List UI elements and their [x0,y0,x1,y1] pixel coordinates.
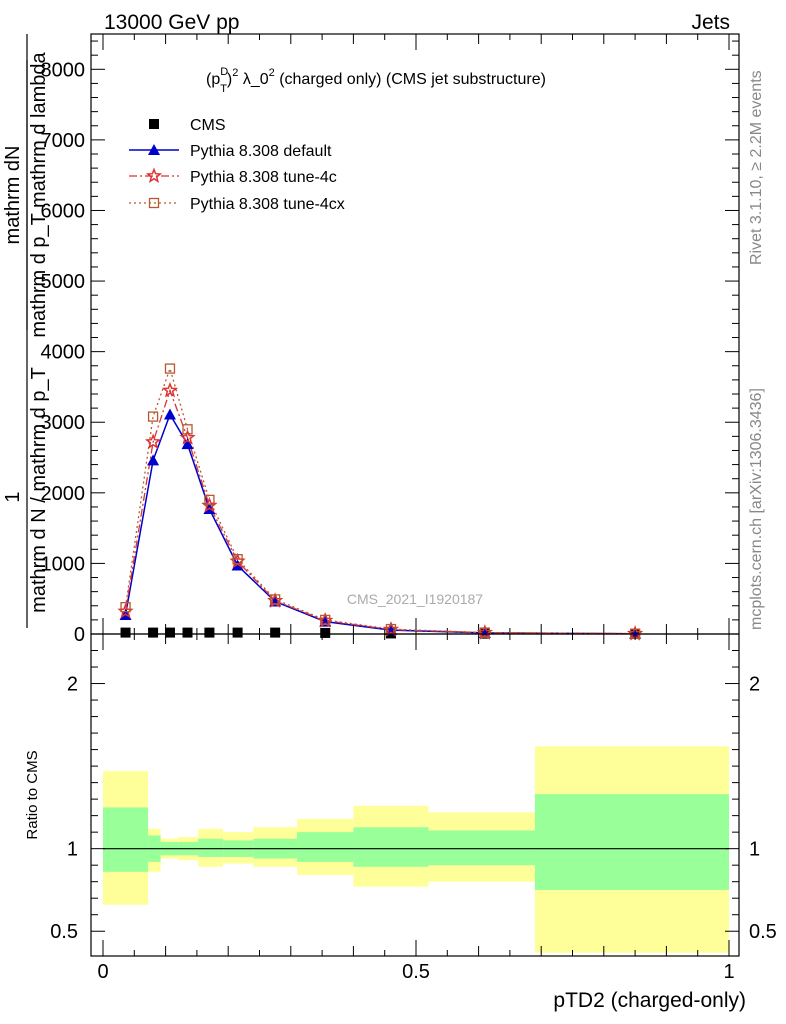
tune4c-marker [144,433,162,450]
tune4c-marker [145,167,163,183]
rivet-label: Rivet 3.1.10, ≥ 2.2M events [748,70,765,265]
cms-marker [120,627,131,638]
ratio-y-tick-label: 1 [67,839,78,861]
x-tick-label: 0 [97,961,108,983]
ratio-band-green [428,830,535,866]
cms-marker [232,627,243,638]
default-marker [231,559,244,571]
ratio-y-tick-label-right: 1 [749,839,760,861]
cms-marker [320,627,331,638]
ratio-y-tick-label: 0.5 [50,921,78,943]
legend-label: Pythia 8.308 tune-4cx [190,196,345,213]
tune4cx-marker [182,424,193,435]
tune4cx-marker [204,494,215,506]
legend-label: CMS [190,117,226,134]
tune4cx-marker [147,411,159,422]
ratio-y-tick-label: 2 [67,674,78,696]
y-tick-label: 2000 [41,483,86,505]
y-tick-label: 4000 [41,342,86,364]
default-marker [148,144,160,155]
ratio-axes: 0.5 0.5 1 1 2 2 0 0.5 1 [50,634,777,983]
default-marker [181,438,194,450]
x-tick-label: 1 [723,961,734,983]
tune4c-marker [161,381,179,398]
mcplots-label: mcplots.cern.ch [arXiv:1306.3436] [748,388,765,630]
ratio-band-green [198,838,224,857]
y-label-bottom: mathrm d N / mathrm d p_T [28,367,50,613]
y-tick-label: 5000 [41,271,86,293]
series-line [124,366,636,635]
cms-marker [204,627,215,638]
y-tick-label: 0 [74,624,85,646]
header-left: 13000 GeV pp [104,11,239,34]
watermark: CMS_2021_I1920187 [347,591,483,607]
ratio-y-label: Ratio to CMS [24,750,41,839]
tune4cx-marker [269,594,281,605]
cms-marker [149,119,159,129]
tune4c-marker [179,429,196,445]
svg-text:(pDT)2 λ_02 (charged only) (CM: (pD T)2 λ_02 (charged only) (CMS jet subs… [206,66,546,95]
y-tick-label: 1000 [41,553,86,575]
cms-marker [182,627,193,638]
header-right: Jets [691,11,730,34]
ratio-y-tick-label-right: 2 [749,674,760,696]
cms-marker [270,627,281,638]
tune4cx-marker [148,197,160,209]
tune4cx-marker [164,363,176,374]
x-axis-label: pTD2 (charged-only) [553,989,746,1012]
y-label-denominator: mathrm d p_T mathrm d lambda [28,51,50,337]
ratio-y-tick-label-right: 0.5 [749,921,777,943]
legend-label: Pythia 8.308 tune-4c [190,169,337,186]
ratio-band-green [534,794,729,890]
main-panel: (pD T)2 λ_02 (charged only) (CMS jet subs… [2,33,740,646]
default-marker [163,408,176,420]
y-label-top: mathrm dN [2,146,24,245]
default-marker [147,454,160,466]
main-series [117,363,644,641]
tune4cx-marker [320,614,331,626]
ratio-panel: 0.5 0.5 1 1 2 2 0 0.5 1 Ratio to CMS pTD2 (charg… [24,633,777,1012]
tune4cx-marker [479,627,491,638]
y-tick-label: 3000 [41,412,86,434]
y-tick-label: 6000 [41,200,86,222]
ratio-band-green [103,807,149,872]
ratio-band-green [297,832,354,862]
ratio-frame [90,633,740,957]
y-tick-label: 8000 [41,59,86,81]
tune4cx-marker [232,554,243,565]
y-label-one: 1 [2,491,24,502]
legend: CMS Pythia 8.308 default Pythia 8.308 tune… [129,117,345,213]
main-frame [90,33,740,635]
ratio-band-green [353,827,429,867]
cms-marker [164,627,175,638]
tune4cx-marker [120,602,131,613]
ratio-bands [103,746,729,953]
x-tick-label: 0.5 [402,961,430,983]
main-axes: 0 1000 2000 3000 4000 5000 6000 7000 8000 [41,34,739,646]
main-title: (pD T)2 λ_02 (charged only) (CMS jet subs… [206,66,546,95]
legend-label: Pythia 8.308 default [190,143,332,160]
y-axis-label: 1 mathrm d N / mathrm d p_T mathrm dN ma… [2,34,50,628]
y-tick-label: 7000 [41,130,86,152]
cms-marker [148,627,159,638]
